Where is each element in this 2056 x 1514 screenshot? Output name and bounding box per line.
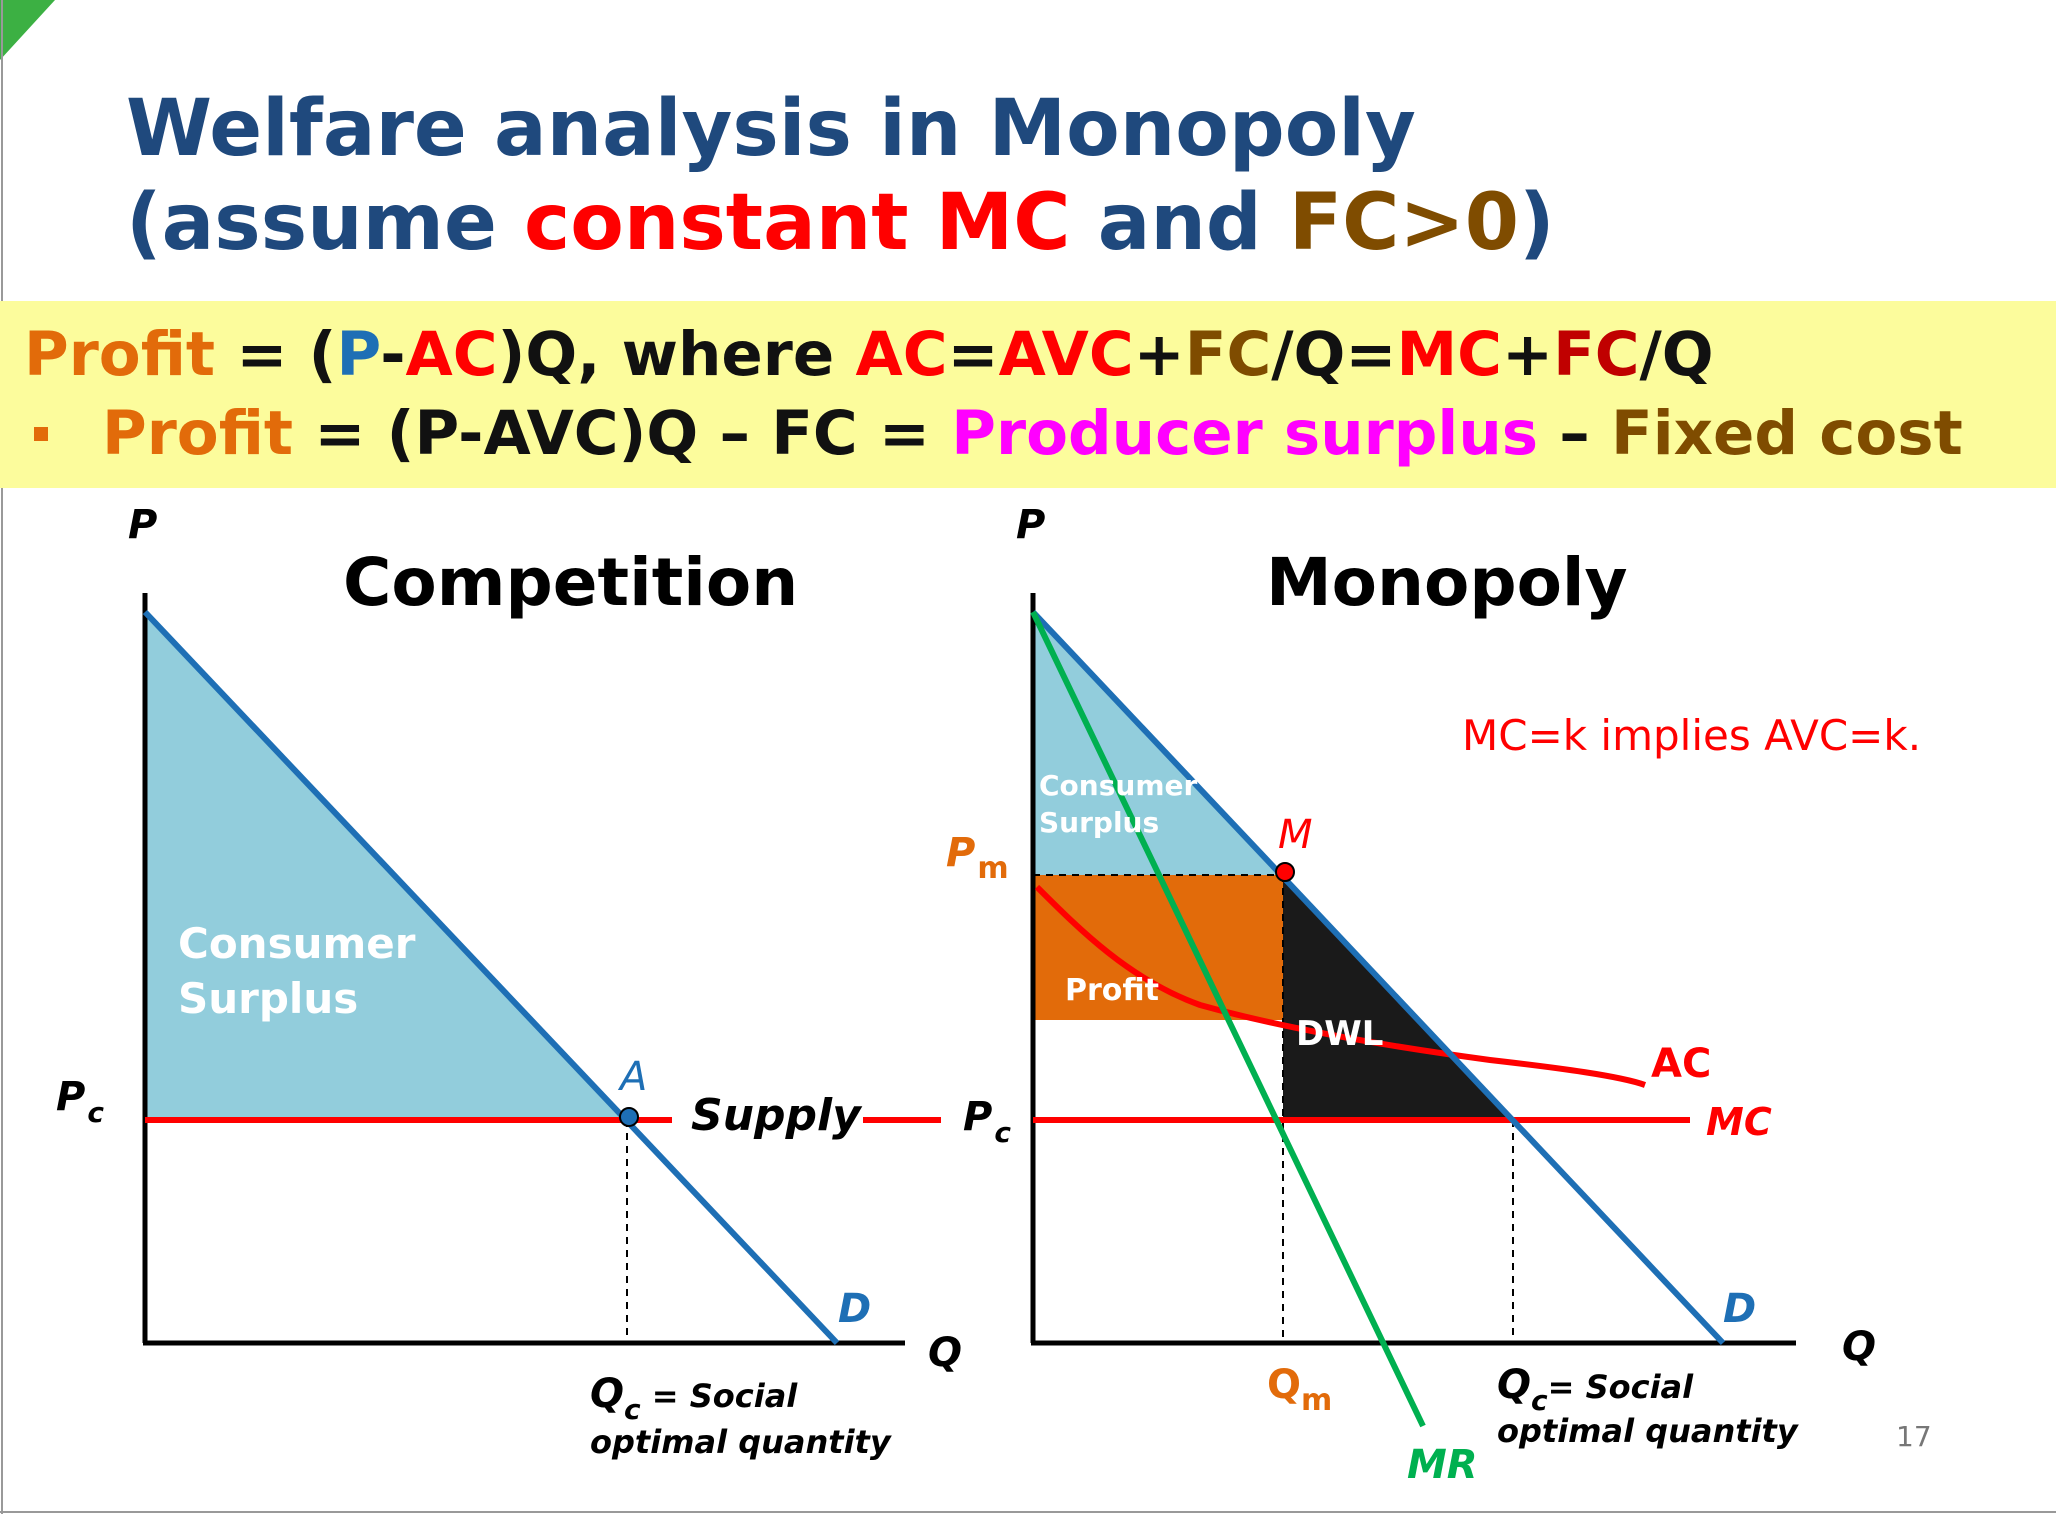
- mono-pc-letter: P: [963, 1094, 992, 1140]
- comp-qc-line2: optimal quantity: [590, 1423, 892, 1461]
- f1-mc: MC: [1396, 319, 1502, 390]
- title-and: and: [1070, 178, 1289, 268]
- mono-point-m: [1275, 862, 1295, 882]
- mono-mc-label: MC: [1706, 1100, 1772, 1144]
- f1-profit: Profit: [24, 319, 216, 390]
- title-assume: (assume: [126, 178, 524, 268]
- mono-cs-line1: Consumer: [1039, 769, 1197, 802]
- mono-point-m-label: M: [1278, 812, 1313, 858]
- f2-fixed-cost: Fixed cost: [1611, 398, 1963, 469]
- slide-title: Welfare analysis in Monopoly (assume con…: [126, 82, 1555, 270]
- mono-profit-area: [1033, 875, 1283, 1020]
- f1-fc: FC: [1184, 319, 1272, 390]
- f1-minus: -: [380, 319, 406, 390]
- f1-where: )Q, where: [497, 319, 856, 390]
- comp-point-a: [619, 1107, 639, 1127]
- f2-profit: Profit: [102, 398, 294, 469]
- bullet-marker: [34, 427, 48, 441]
- comp-d-label: D: [838, 1286, 871, 1332]
- f1-eq: = (: [215, 319, 337, 390]
- comp-qc-letter: Q: [590, 1371, 624, 1417]
- f1-p: P: [336, 319, 381, 390]
- comp-cs-line1: Consumer: [178, 919, 416, 968]
- f2-minus: –: [1538, 398, 1612, 469]
- f1-divq: /Q=: [1271, 319, 1397, 390]
- mono-qc-sub: c: [1531, 1384, 1548, 1417]
- f2-producer-surplus: Producer surplus: [951, 398, 1539, 469]
- mono-qc-rest: = Social: [1548, 1368, 1695, 1406]
- comp-p-label: P: [128, 502, 157, 548]
- mono-mr-label: MR: [1407, 1442, 1478, 1488]
- formula-line-1: Profit = (P-AC)Q, where AC=AVC+FC/Q=MC+F…: [24, 320, 1714, 390]
- mono-cs-line2: Surplus: [1039, 806, 1159, 839]
- mono-qc-letter: Q: [1497, 1362, 1531, 1408]
- comp-point-a-label: A: [617, 1054, 647, 1100]
- title-line-1: Welfare analysis in Monopoly: [126, 84, 1416, 174]
- mono-pc-label: Pc: [963, 1094, 1011, 1149]
- mono-q-label: Q: [1842, 1324, 1876, 1370]
- mono-qm-sub: m: [1301, 1383, 1332, 1418]
- mono-qm-letter: Q: [1267, 1362, 1301, 1408]
- comp-pc-letter: P: [56, 1074, 85, 1120]
- formula-line-2: Profit = (P-AVC)Q – FC = Producer surplu…: [102, 399, 1963, 469]
- mono-dwl-label: DWL: [1296, 1014, 1383, 1054]
- mono-pm-label: Pm: [946, 830, 1009, 886]
- mono-d-label: D: [1723, 1286, 1756, 1332]
- f1-plus2: +: [1501, 319, 1554, 390]
- mono-title: Monopoly: [1266, 544, 1628, 621]
- title-close: ): [1519, 178, 1555, 268]
- mono-ac-curve: [1034, 884, 1647, 1088]
- mono-demand-curve: [1030, 609, 1726, 1346]
- comp-pc-label: Pc: [56, 1074, 104, 1129]
- f1-eq2: =: [947, 319, 999, 390]
- title-constant-mc: constant MC: [524, 178, 1071, 268]
- title-fc: FC>0: [1288, 178, 1520, 268]
- comp-qc-label: Qc = Social: [590, 1371, 798, 1426]
- comp-q-label: Q: [928, 1330, 962, 1376]
- comp-pc-sub: c: [87, 1096, 104, 1129]
- mono-ac-label: AC: [1651, 1041, 1711, 1087]
- comp-demand-curve: [142, 609, 840, 1346]
- formula-band: [0, 301, 2056, 488]
- f1-ac: AC: [405, 319, 498, 390]
- mono-note: MC=k implies AVC=k.: [1462, 711, 1921, 760]
- mono-mr-curve: [1030, 610, 1426, 1428]
- mono-qc-line2: optimal quantity: [1497, 1412, 1799, 1450]
- comp-qc-rest: = Social: [641, 1377, 799, 1415]
- page-number: 17: [1896, 1420, 1932, 1453]
- mono-pm-sub: m: [977, 851, 1008, 886]
- comp-supply-label: Supply: [691, 1090, 863, 1141]
- f1-fc2: FC: [1553, 319, 1640, 390]
- mono-pc-sub: c: [994, 1116, 1011, 1149]
- title-line-2: (assume constant MC and FC>0): [126, 176, 1555, 270]
- monopoly-diagram: P Q Monopoly MC=k implies AVC=k. Consume…: [946, 502, 1921, 1488]
- mono-qc-label: Qc= Social: [1497, 1362, 1694, 1417]
- f1-ac2: AC: [855, 319, 948, 390]
- mono-p-label: P: [1016, 502, 1045, 548]
- f1-plus: +: [1133, 319, 1185, 390]
- comp-title: Competition: [343, 544, 798, 621]
- f1-divq2: /Q: [1639, 319, 1714, 390]
- f2-eq: = (P-AVC)Q – FC =: [293, 398, 952, 469]
- comp-cs-line2: Surplus: [178, 974, 358, 1023]
- mono-pm-letter: P: [946, 830, 975, 876]
- mono-profit-label: Profit: [1065, 973, 1159, 1008]
- competition-diagram: P Q Competition Consumer Surplus A Suppl…: [56, 502, 962, 1461]
- comp-qc-sub: c: [624, 1393, 641, 1426]
- corner-triangle: [0, 0, 55, 60]
- f1-avc: AVC: [998, 319, 1134, 390]
- mono-qm-label: Qm: [1267, 1362, 1332, 1418]
